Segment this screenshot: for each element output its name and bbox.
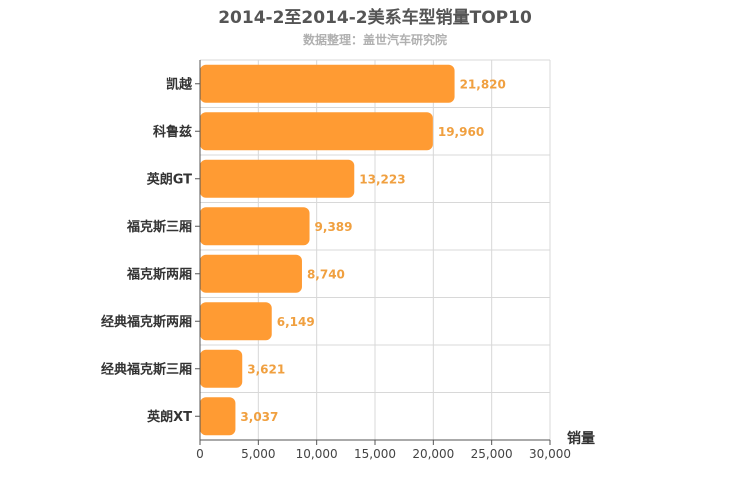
value-label: 19,960 [438,125,484,139]
labels-layer: 凯越 21,820 科鲁兹 19,960 英朗GT 13,223 福克斯三厢 9,389 福克斯… [101,76,506,425]
value-label: 3,621 [247,362,285,376]
bar [200,207,310,246]
category-label: 英朗XT [146,409,192,425]
bar [200,254,302,293]
x-tick-label: 25,000 [471,447,513,461]
category-label: 福克斯两厢 [126,266,192,282]
x-tick-label: 5,000 [241,447,275,461]
category-label: 经典福克斯三厢 [101,361,192,377]
axis-layer: 0 5,000 10,000 15,000 20,000 25,000 30,000 [195,60,571,461]
bar [200,349,243,388]
bar [200,302,272,341]
value-label: 6,149 [277,315,315,329]
category-label: 英朗GT [146,171,192,187]
bar [200,64,455,103]
category-label: 福克斯三厢 [126,219,192,235]
category-label: 经典福克斯两厢 [101,314,192,330]
x-tick-label: 15,000 [354,447,396,461]
value-label: 13,223 [359,172,405,186]
category-label: 科鲁兹 [153,124,192,140]
category-label: 凯越 [166,76,193,92]
bar [200,397,236,436]
bar [200,159,355,198]
x-tick-label: 20,000 [412,447,454,461]
chart-title: 2014-2至2014-2美系车型销量TOP10 [218,8,532,28]
x-axis-title: 销量 [567,430,595,447]
x-tick-label: 30,000 [529,447,571,461]
x-tick-label: 10,000 [296,447,338,461]
value-label: 3,037 [240,410,278,424]
chart-subtitle: 数据整理：盖世汽车研究院 [302,33,447,47]
bars-layer [200,64,455,436]
value-label: 8,740 [307,267,345,281]
x-tick-label: 0 [196,447,204,461]
value-label: 9,389 [315,220,353,234]
value-label: 21,820 [460,77,506,91]
bar [200,112,433,151]
